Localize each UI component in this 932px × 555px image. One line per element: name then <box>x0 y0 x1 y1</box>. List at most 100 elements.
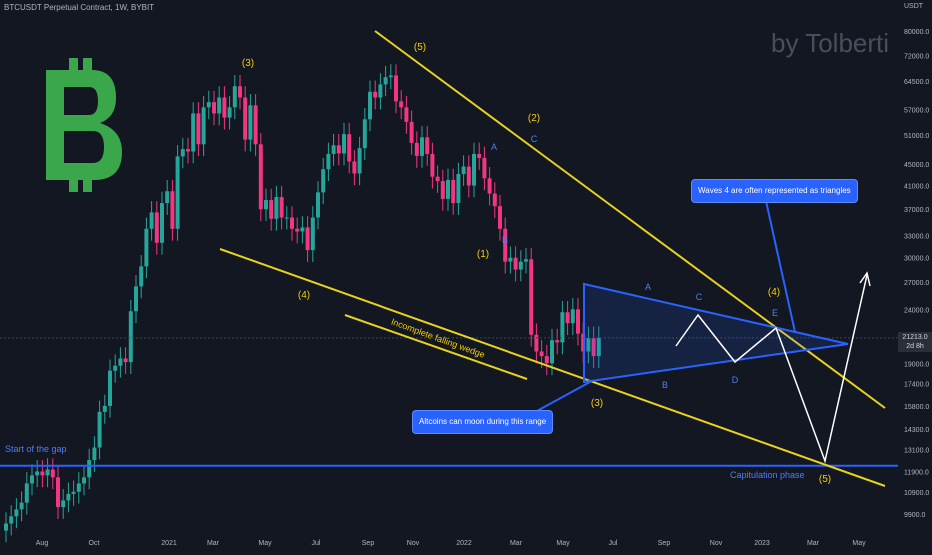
candle-body <box>269 200 274 219</box>
x-tick-label: Nov <box>710 540 723 547</box>
candle-body <box>524 259 528 262</box>
x-tick-label: 2021 <box>161 540 177 547</box>
candle-body <box>451 179 456 204</box>
triangle-note-callout: Waves 4 are often represented as triangl… <box>691 179 858 203</box>
candle-body <box>310 217 315 251</box>
sub-wave-label: B <box>502 235 508 245</box>
wave-label: (4) <box>768 287 780 298</box>
candle-body <box>196 113 201 145</box>
wedge-inner-line <box>344 314 528 380</box>
bitcoin-logo-tick-bottom-right <box>83 178 92 192</box>
candle-body <box>139 266 144 287</box>
candle-body <box>305 227 310 251</box>
candle-body <box>206 102 211 108</box>
candle-body <box>238 86 242 98</box>
sub-wave-label: A <box>491 142 497 152</box>
projection-path <box>675 274 868 464</box>
bitcoin-logo-tick-bottom-left <box>69 178 78 192</box>
y-tick-label: 41000.0 <box>904 184 929 191</box>
sub-wave-label: C <box>531 134 538 144</box>
x-tick-label: 2022 <box>456 540 472 547</box>
candle-body <box>118 358 123 366</box>
candle-body <box>92 447 97 461</box>
candle-body <box>388 75 393 78</box>
candle-body <box>56 477 60 508</box>
wave-label: (5) <box>414 42 426 53</box>
candle-body <box>30 475 34 484</box>
candle-body <box>326 153 331 170</box>
candle-body <box>243 97 248 140</box>
y-tick-label: 9900.0 <box>904 512 926 519</box>
candle-body <box>357 148 362 174</box>
x-tick-label: May <box>556 540 570 547</box>
candle-body <box>149 212 154 229</box>
wave-label: (2) <box>528 113 540 124</box>
y-axis-ticks: 9900.0 10900.0 11900.0 13100.0 14300.0 15800.… <box>904 29 929 519</box>
candle-body <box>232 86 237 108</box>
candle-body <box>378 84 383 98</box>
time-left: 2d 8h <box>906 343 924 350</box>
y-unit-label: USDT <box>904 3 924 10</box>
candle-body <box>248 105 253 140</box>
candle-body <box>373 91 378 98</box>
candle-body <box>362 119 367 149</box>
wedge-lower-line <box>219 248 886 487</box>
candle-body <box>102 405 107 412</box>
candle-body <box>591 337 596 357</box>
altcoins-note-pointer <box>534 381 591 413</box>
candle-body <box>492 193 497 207</box>
candle-body <box>66 493 71 501</box>
x-tick-label: Nov <box>407 540 420 547</box>
y-tick-label: 13100.0 <box>904 447 929 454</box>
candle-body <box>180 149 185 157</box>
candle-body <box>518 261 523 270</box>
sub-wave-label: A <box>645 282 651 292</box>
candle-body <box>113 365 118 371</box>
candle-body <box>368 91 372 120</box>
candle-body <box>175 156 180 229</box>
y-tick-label: 72000.0 <box>904 53 929 60</box>
x-tick-label: Jul <box>609 540 618 547</box>
candle-body <box>347 134 352 162</box>
candle-body <box>342 134 346 154</box>
candle-body <box>539 351 544 357</box>
x-tick-label: 2023 <box>754 540 770 547</box>
candle-body <box>404 107 409 122</box>
candle-body <box>290 217 294 229</box>
candle-body <box>128 311 133 363</box>
candle-body <box>108 370 112 406</box>
candle-body <box>487 178 492 194</box>
candle-body <box>576 309 580 334</box>
wave-label: (4) <box>298 290 310 301</box>
candle-body <box>336 145 341 154</box>
candle-body <box>144 228 149 267</box>
x-tick-label: Oct <box>89 540 100 547</box>
candle-body <box>440 181 445 199</box>
y-tick-label: 14300.0 <box>904 427 929 434</box>
candle-body <box>165 191 170 204</box>
candle-body <box>430 153 435 177</box>
overlays-group <box>0 30 898 487</box>
candle-body <box>123 358 128 363</box>
y-tick-label: 57000.0 <box>904 107 929 114</box>
candle-body <box>222 97 227 118</box>
candle-body <box>82 477 86 484</box>
candle-body <box>409 121 414 143</box>
projection-arrowhead <box>859 271 871 287</box>
candle-body <box>560 312 565 343</box>
wave-label: (3) <box>242 58 254 69</box>
y-tick-label: 33000.0 <box>904 234 929 241</box>
y-tick-label: 64500.0 <box>904 79 929 86</box>
y-tick-label: 19000.0 <box>904 361 929 368</box>
candles-group <box>4 64 601 543</box>
candle-body <box>19 502 24 510</box>
candle-body <box>420 137 424 156</box>
candle-body <box>300 227 305 232</box>
candle-body <box>279 197 284 218</box>
y-tick-label: 30000.0 <box>904 256 929 263</box>
candle-body <box>24 483 29 503</box>
candle-body <box>383 77 388 85</box>
candle-body <box>45 469 50 476</box>
candle-body <box>35 471 40 476</box>
